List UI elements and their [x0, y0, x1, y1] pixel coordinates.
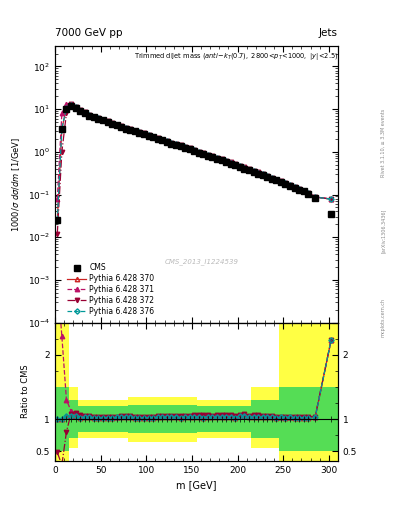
Pythia 6.428 370 — [69, 102, 73, 108]
Pythia 6.428 376 — [119, 123, 123, 130]
Line: Pythia 6.428 376: Pythia 6.428 376 — [55, 103, 333, 222]
CMS — [279, 179, 283, 185]
Pythia 6.428 372 — [69, 101, 73, 108]
CMS — [306, 190, 311, 197]
Pythia 6.428 370 — [123, 125, 128, 131]
Pythia 6.428 371 — [119, 123, 123, 130]
Pythia 6.428 372 — [55, 231, 60, 237]
Text: Jets: Jets — [319, 28, 338, 38]
CMS — [123, 125, 128, 132]
Line: Pythia 6.428 372: Pythia 6.428 372 — [55, 102, 333, 236]
Pythia 6.428 371 — [279, 178, 283, 184]
Line: CMS: CMS — [55, 103, 334, 223]
Legend: CMS, Pythia 6.428 370, Pythia 6.428 371, Pythia 6.428 372, Pythia 6.428 376: CMS, Pythia 6.428 370, Pythia 6.428 371,… — [67, 263, 154, 316]
Pythia 6.428 371 — [55, 196, 60, 202]
Pythia 6.428 372 — [233, 161, 238, 167]
CMS — [329, 211, 334, 217]
Line: Pythia 6.428 371: Pythia 6.428 371 — [55, 101, 333, 201]
Pythia 6.428 376 — [306, 190, 311, 196]
Pythia 6.428 370 — [233, 162, 238, 168]
Pythia 6.428 376 — [69, 102, 73, 108]
Pythia 6.428 372 — [251, 168, 256, 174]
Pythia 6.428 376 — [251, 168, 256, 175]
Text: [arXiv:1306.3436]: [arXiv:1306.3436] — [381, 208, 386, 252]
Pythia 6.428 370 — [306, 190, 311, 196]
Y-axis label: Ratio to CMS: Ratio to CMS — [21, 365, 30, 418]
Pythia 6.428 372 — [306, 190, 311, 196]
Text: Trimmed dijet mass $(anti\!-\!k_T(0.7),\ 2800\!<\!p_T\!<\!1000,\ |y|\!<\!2.5)$: Trimmed dijet mass $(anti\!-\!k_T(0.7),\… — [134, 50, 339, 62]
CMS — [251, 169, 256, 175]
Pythia 6.428 371 — [329, 196, 334, 202]
Pythia 6.428 371 — [306, 190, 311, 196]
CMS — [233, 162, 238, 168]
Text: 7000 GeV pp: 7000 GeV pp — [55, 28, 123, 38]
Pythia 6.428 376 — [123, 125, 128, 131]
Pythia 6.428 376 — [329, 196, 334, 202]
Pythia 6.428 370 — [55, 217, 60, 223]
CMS — [119, 124, 123, 130]
Pythia 6.428 370 — [119, 123, 123, 130]
Pythia 6.428 372 — [119, 123, 123, 130]
Pythia 6.428 372 — [279, 178, 283, 184]
Y-axis label: $1000/\sigma\ d\sigma/dm\ [1/\mathrm{GeV}]$: $1000/\sigma\ d\sigma/dm\ [1/\mathrm{GeV… — [10, 137, 22, 232]
Pythia 6.428 372 — [329, 196, 334, 202]
CMS — [69, 103, 73, 109]
Text: CMS_2013_I1224539: CMS_2013_I1224539 — [165, 259, 239, 265]
Pythia 6.428 371 — [123, 125, 128, 131]
Pythia 6.428 371 — [251, 168, 256, 174]
Text: Rivet 3.1.10, ≥ 3.3M events: Rivet 3.1.10, ≥ 3.3M events — [381, 109, 386, 178]
Pythia 6.428 370 — [251, 168, 256, 175]
CMS — [55, 217, 60, 223]
Pythia 6.428 376 — [279, 179, 283, 185]
Pythia 6.428 370 — [279, 179, 283, 185]
Pythia 6.428 376 — [233, 162, 238, 168]
X-axis label: m [GeV]: m [GeV] — [176, 480, 217, 490]
Pythia 6.428 370 — [329, 196, 334, 202]
Pythia 6.428 376 — [55, 217, 60, 223]
Pythia 6.428 372 — [123, 125, 128, 131]
Text: mcplots.cern.ch: mcplots.cern.ch — [381, 298, 386, 337]
Line: Pythia 6.428 370: Pythia 6.428 370 — [55, 103, 333, 222]
Pythia 6.428 371 — [233, 161, 238, 167]
Pythia 6.428 371 — [69, 100, 73, 106]
